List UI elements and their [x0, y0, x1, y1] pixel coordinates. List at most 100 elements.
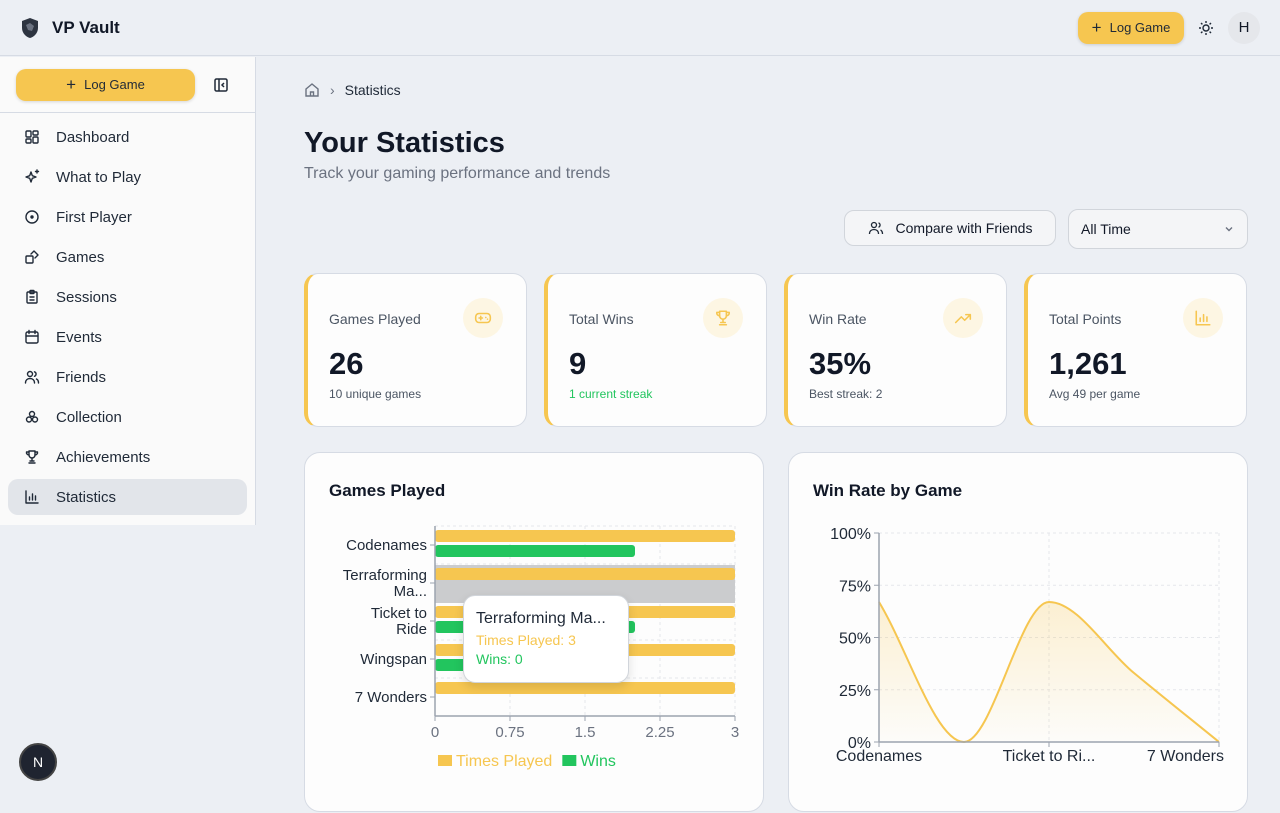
page-subtitle: Track your gaming performance and trends: [304, 165, 611, 182]
sparkles-icon: [25, 169, 40, 183]
chart-tooltip: Terraforming Ma... Times Played: 3 Wins:…: [463, 595, 629, 683]
stat-label: Total Points: [1049, 311, 1122, 327]
bar-times-played: [435, 530, 735, 542]
sidebar-item-games[interactable]: Games: [8, 239, 247, 275]
legend-swatch: [562, 755, 577, 766]
home-icon[interactable]: [304, 82, 320, 98]
chevron-down-icon: [1225, 227, 1233, 232]
y-tick-label: 0%: [848, 735, 871, 752]
stat-card-games-played: Games Played 26 10 unique games: [304, 273, 527, 427]
y-tick-label: Ma...: [394, 583, 427, 600]
x-tick-label: 3: [731, 724, 739, 741]
breadcrumb: › Statistics: [304, 82, 401, 98]
sun-icon[interactable]: [1198, 20, 1214, 36]
sidebar-item-label: Statistics: [56, 488, 117, 506]
win-rate-chart: Win Rate by Game 0% 25% 50% 75% 100% Codename…: [788, 452, 1248, 812]
y-tick-label: 25%: [839, 683, 871, 700]
stat-icon-badge: [1183, 298, 1223, 338]
sidebar-item-label: Games: [56, 248, 105, 266]
stat-icon-badge: [463, 298, 503, 338]
stat-icon-badge: [703, 298, 743, 338]
compare-friends-button[interactable]: Compare with Friends: [844, 210, 1056, 246]
stat-card-total-points: Total Points 1,261 Avg 49 per game: [1024, 273, 1247, 427]
y-tick-label: 50%: [839, 631, 871, 648]
users-icon: [24, 370, 40, 384]
win-rate-line: [878, 600, 1220, 744]
y-tick-label: 7 Wonders: [355, 689, 427, 706]
sidebar-item-what-to-play[interactable]: What to Play: [8, 159, 247, 195]
x-tick-label: Codenames: [836, 748, 922, 765]
area-fill: [879, 601, 1219, 742]
sidebar-item-sessions[interactable]: Sessions: [8, 279, 247, 315]
sidebar: + Log Game Dashboard What to Play First Pla…: [0, 57, 256, 525]
stat-subtext: Avg 49 per game: [1049, 387, 1141, 401]
bar-wins: [435, 545, 635, 557]
sidebar-item-label: Friends: [56, 368, 107, 386]
chevron-right-icon: ›: [330, 82, 335, 98]
stat-value: 26: [329, 346, 364, 381]
target-icon: [25, 210, 39, 224]
sidebar-item-first-player[interactable]: First Player: [8, 199, 247, 235]
sidebar-item-collection[interactable]: Collection: [8, 399, 247, 435]
stat-label: Games Played: [329, 311, 421, 327]
trophy-icon: [716, 310, 730, 326]
x-tick-label: 0.75: [495, 724, 524, 741]
chart-title: Win Rate by Game: [813, 481, 963, 500]
sidebar-item-label: Achievements: [56, 448, 151, 466]
stat-value: 1,261: [1049, 346, 1127, 381]
log-game-button[interactable]: + Log Game: [1078, 11, 1184, 44]
games-played-chart: Games Played 0 0.75 1.5 2.25 3 Codenames Terra…: [304, 452, 764, 812]
y-tick-label: Ride: [396, 621, 427, 638]
x-tick-label: 1.5: [575, 724, 596, 741]
breadcrumb-current: Statistics: [344, 82, 401, 98]
stat-subtext: Best streak: 2: [809, 387, 883, 401]
stat-value: 35%: [809, 346, 872, 381]
y-tick-label: Terraforming: [343, 567, 427, 584]
sidebar-item-label: Collection: [56, 408, 122, 426]
bar-times-played: [435, 682, 735, 694]
x-tick-label: 2.25: [645, 724, 674, 741]
grid-icon: [25, 130, 39, 144]
y-tick-label: 100%: [830, 526, 871, 543]
page-title: Your Statistics: [304, 127, 505, 159]
dice-icon: [25, 250, 39, 264]
y-tick-label: Wingspan: [360, 651, 427, 668]
gamepad-icon: [474, 312, 492, 324]
sidebar-log-game-button[interactable]: + Log Game: [16, 68, 195, 101]
area-chart: 0% 25% 50% 75% 100% Codenames Ticket to Ri... 7…: [830, 526, 1224, 765]
sidebar-item-statistics[interactable]: Statistics: [8, 479, 247, 515]
sidebar-item-dashboard[interactable]: Dashboard: [8, 119, 247, 155]
stat-label: Win Rate: [809, 311, 867, 327]
shield-logo-icon: [22, 17, 38, 38]
sidebar-item-label: First Player: [56, 208, 132, 226]
trophy-icon: [25, 450, 39, 464]
y-tick-label: 75%: [839, 578, 871, 595]
sidebar-item-label: Sessions: [56, 288, 117, 306]
collapse-sidebar-icon[interactable]: [213, 77, 229, 93]
legend-label: Times Played: [456, 753, 552, 770]
plus-icon: +: [1091, 17, 1102, 37]
stat-subtext: 1 current streak: [569, 387, 653, 401]
period-select[interactable]: All Time: [1068, 209, 1248, 249]
x-tick-label: Ticket to Ri...: [1003, 748, 1096, 765]
stat-subtext: 10 unique games: [329, 387, 422, 401]
dev-tools-button[interactable]: N: [19, 743, 57, 781]
legend-swatch: [438, 755, 452, 766]
y-tick-label: Ticket to: [371, 605, 427, 622]
sidebar-item-label: What to Play: [56, 168, 142, 186]
x-tick-label: 7 Wonders: [1147, 748, 1224, 765]
y-tick-label: Codenames: [346, 537, 427, 554]
stat-value: 9: [569, 346, 587, 381]
top-bar: VP Vault + Log Game H: [0, 0, 1280, 56]
sidebar-item-friends[interactable]: Friends: [8, 359, 247, 395]
stat-label: Total Wins: [569, 311, 634, 327]
bar-chart-icon: [1195, 310, 1211, 326]
app-title: VP Vault: [52, 17, 120, 37]
sidebar-item-achievements[interactable]: Achievements: [8, 439, 247, 475]
stat-card-win-rate: Win Rate 35% Best streak: 2: [784, 273, 1007, 427]
trending-up-icon: [954, 313, 972, 324]
sidebar-item-events[interactable]: Events: [8, 319, 247, 355]
avatar[interactable]: H: [1228, 11, 1260, 44]
sidebar-item-label: Dashboard: [56, 128, 130, 146]
x-tick-label: 0: [431, 724, 439, 741]
